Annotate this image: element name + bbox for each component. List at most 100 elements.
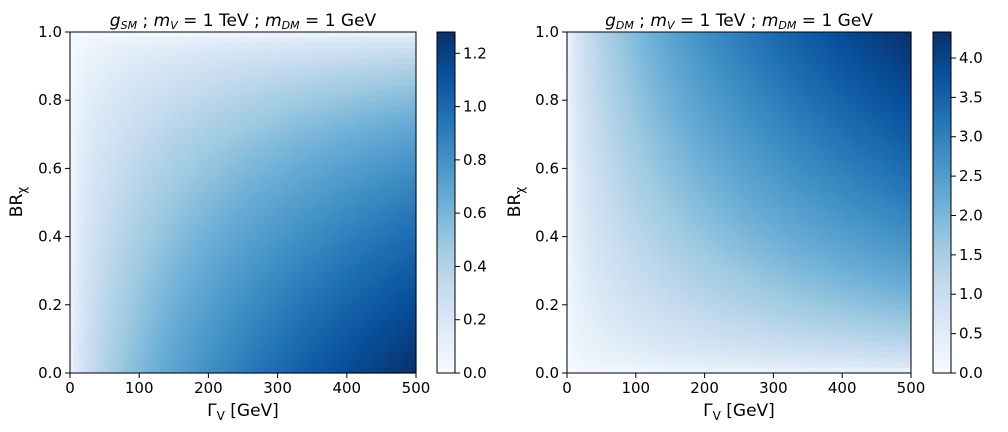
heatmap-cell bbox=[208, 69, 214, 76]
heatmap-cell bbox=[243, 245, 248, 252]
heatmap-cell bbox=[299, 314, 305, 321]
heatmap-cell bbox=[385, 58, 391, 65]
heatmap-cell bbox=[117, 74, 123, 81]
heatmap-cell bbox=[95, 325, 101, 331]
heatmap-cell bbox=[225, 127, 231, 134]
heatmap-cell bbox=[329, 186, 335, 193]
heatmap-cell bbox=[398, 63, 404, 70]
heatmap-cell bbox=[165, 351, 171, 358]
heatmap-cell bbox=[186, 32, 192, 38]
heatmap-cell bbox=[247, 47, 253, 54]
heatmap-cell bbox=[290, 117, 296, 124]
heatmap-cell bbox=[372, 271, 378, 278]
heatmap-cell bbox=[169, 314, 175, 321]
heatmap-cell bbox=[152, 255, 158, 262]
heatmap-cell bbox=[169, 37, 175, 44]
heatmap-cell bbox=[221, 47, 227, 54]
heatmap-cell bbox=[316, 261, 322, 268]
heatmap-cell bbox=[152, 346, 158, 353]
heatmap-cell bbox=[169, 133, 175, 140]
heatmap-cell bbox=[130, 207, 136, 214]
heatmap-cell bbox=[355, 181, 361, 188]
heatmap-cell bbox=[299, 282, 305, 289]
heatmap-cell bbox=[372, 229, 378, 236]
heatmap-cell bbox=[390, 341, 395, 347]
heatmap-cell bbox=[307, 202, 313, 209]
heatmap-cell bbox=[325, 63, 331, 70]
heatmap-cell bbox=[381, 293, 387, 300]
heatmap-cell bbox=[277, 58, 283, 65]
heatmap-cell bbox=[320, 346, 326, 353]
heatmap-cell bbox=[139, 95, 145, 102]
heatmap-cell bbox=[195, 106, 201, 113]
heatmap-cell bbox=[104, 47, 110, 54]
heatmap-cell bbox=[134, 362, 140, 369]
heatmap-cell bbox=[178, 213, 184, 220]
heatmap-cell bbox=[87, 266, 93, 273]
heatmap-cell bbox=[165, 197, 171, 204]
heatmap-cell bbox=[364, 287, 370, 294]
heatmap-cell bbox=[156, 181, 162, 188]
heatmap-cell bbox=[182, 234, 188, 241]
heatmap-cell bbox=[238, 335, 244, 342]
heatmap-cell bbox=[385, 47, 391, 54]
heatmap-cell bbox=[394, 293, 400, 300]
heatmap-cell bbox=[364, 133, 370, 140]
heatmap-cell bbox=[299, 229, 305, 236]
heatmap-cell bbox=[70, 122, 75, 129]
heatmap-cell bbox=[329, 287, 335, 294]
heatmap-cell bbox=[260, 111, 266, 118]
heatmap-cell bbox=[230, 111, 235, 118]
heatmap-cell bbox=[260, 58, 266, 65]
heatmap-cell bbox=[238, 319, 244, 326]
heatmap-cell bbox=[156, 266, 162, 273]
heatmap-cell bbox=[186, 95, 192, 102]
heatmap-cell bbox=[91, 90, 97, 97]
heatmap-cell bbox=[273, 159, 279, 166]
heatmap-cell bbox=[281, 325, 287, 331]
heatmap-cell bbox=[320, 53, 326, 60]
heatmap-cell bbox=[307, 351, 313, 358]
heatmap-cell bbox=[95, 335, 101, 342]
heatmap-cell bbox=[95, 95, 101, 102]
heatmap-cell bbox=[403, 117, 408, 124]
heatmap-cell bbox=[199, 245, 205, 252]
heatmap-cell bbox=[191, 293, 197, 300]
heatmap-cell bbox=[251, 277, 257, 284]
heatmap-cell bbox=[100, 330, 106, 337]
heatmap-cell bbox=[299, 298, 305, 305]
heatmap-cell bbox=[169, 122, 175, 129]
heatmap-cell bbox=[307, 197, 313, 204]
heatmap-cell bbox=[394, 314, 400, 321]
heatmap-cell bbox=[264, 53, 270, 60]
heatmap-cell bbox=[234, 234, 240, 241]
heatmap-cell bbox=[372, 277, 378, 284]
heatmap-cell bbox=[87, 298, 93, 305]
heatmap-cell bbox=[286, 341, 292, 347]
heatmap-cell bbox=[381, 202, 387, 209]
heatmap-cell bbox=[199, 37, 205, 44]
heatmap-cell bbox=[268, 170, 274, 177]
heatmap-cell bbox=[212, 218, 218, 225]
heatmap-cell bbox=[212, 213, 218, 220]
heatmap-cell bbox=[82, 191, 88, 198]
heatmap-cell bbox=[368, 42, 374, 49]
heatmap-cell bbox=[251, 42, 257, 49]
heatmap-cell bbox=[377, 149, 382, 156]
heatmap-cell bbox=[351, 341, 357, 347]
heatmap-cell bbox=[139, 303, 145, 310]
heatmap-cell bbox=[320, 74, 326, 81]
heatmap-cell bbox=[199, 223, 205, 230]
heatmap-cell bbox=[333, 170, 339, 177]
heatmap-cell bbox=[91, 357, 97, 363]
heatmap-cell bbox=[78, 319, 84, 326]
heatmap-cell bbox=[277, 229, 283, 236]
heatmap-cell bbox=[364, 239, 370, 246]
heatmap-cell bbox=[368, 37, 374, 44]
heatmap-cell bbox=[260, 325, 266, 331]
heatmap-cell bbox=[225, 79, 231, 86]
heatmap-cell bbox=[312, 207, 318, 214]
heatmap-cell bbox=[329, 271, 335, 278]
heatmap-cell bbox=[372, 79, 378, 86]
heatmap-cell bbox=[230, 154, 235, 161]
